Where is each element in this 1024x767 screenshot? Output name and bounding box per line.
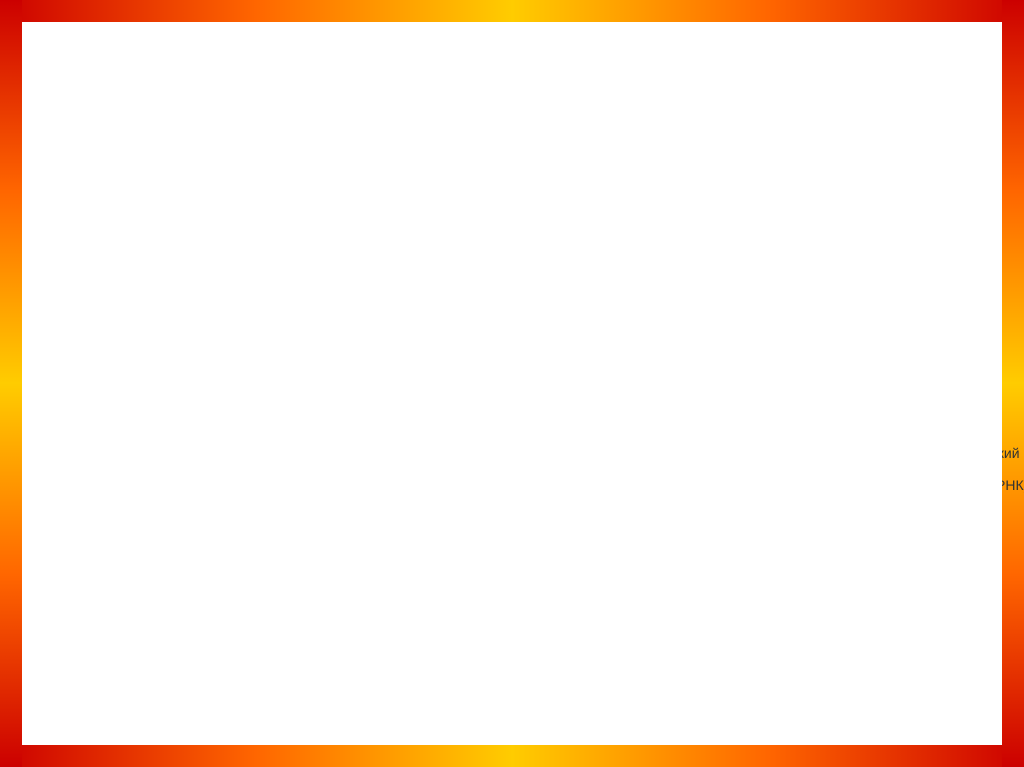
content-panel (22, 22, 1002, 745)
decorative-frame-top (0, 0, 1024, 22)
decorative-frame-left (0, 0, 22, 767)
decorative-frame-bottom (0, 745, 1024, 767)
